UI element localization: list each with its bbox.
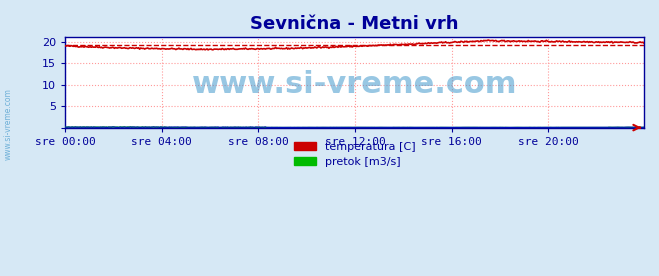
- Legend: temperatura [C], pretok [m3/s]: temperatura [C], pretok [m3/s]: [289, 137, 420, 172]
- Text: www.si-vreme.com: www.si-vreme.com: [3, 88, 13, 160]
- Text: www.si-vreme.com: www.si-vreme.com: [192, 70, 517, 99]
- Title: Sevnična - Metni vrh: Sevnična - Metni vrh: [250, 15, 459, 33]
